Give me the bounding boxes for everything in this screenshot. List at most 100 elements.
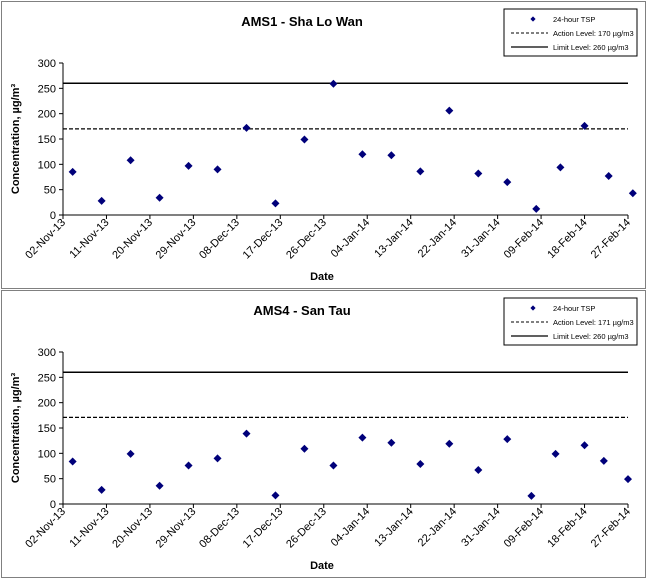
y-tick-label: 150	[38, 423, 56, 435]
x-tick-label: 02-Nov-13	[23, 217, 68, 262]
y-tick-label: 250	[38, 83, 56, 95]
x-tick-label: 09-Feb-14	[502, 217, 546, 261]
data-point	[271, 199, 280, 208]
data-point	[556, 163, 565, 172]
data-point	[213, 165, 222, 174]
data-point	[628, 189, 637, 198]
data-point	[126, 156, 135, 165]
data-point	[68, 167, 77, 176]
data-point	[126, 449, 135, 458]
x-tick-label: 22-Jan-14	[416, 217, 460, 261]
y-tick-label: 0	[50, 499, 56, 511]
legend-marker-symbol	[530, 16, 536, 22]
data-point	[474, 466, 483, 475]
data-point	[580, 441, 589, 450]
y-tick-label: 100	[38, 159, 56, 171]
data-point	[242, 123, 251, 132]
x-tick-label: 04-Jan-14	[329, 506, 373, 550]
legend-label: Action Level: 171 µg/m3	[553, 318, 634, 327]
chart-ams1: AMS1 - Sha Lo Wan 0 50 100 150 200 250 300 02-No…	[10, 8, 638, 283]
data-point	[242, 429, 251, 438]
data-point	[503, 435, 512, 444]
data-point	[97, 485, 106, 494]
data-point	[604, 171, 613, 180]
data-point	[387, 151, 396, 160]
data-point	[68, 457, 77, 466]
x-tick-label: 17-Dec-13	[241, 506, 286, 551]
data-point	[329, 79, 338, 88]
data-point	[416, 167, 425, 176]
data-point	[599, 456, 608, 465]
x-tick-label: 20-Nov-13	[110, 217, 155, 262]
x-axis-title: Date	[310, 560, 334, 572]
y-axis-title: Concentration, µg/m³	[10, 373, 22, 484]
data-point	[387, 438, 396, 447]
legend: 24-hour TSP Action Level: 171 µg/m3 Limit …	[503, 297, 638, 346]
y-tick-label: 100	[38, 448, 56, 460]
data-point	[416, 459, 425, 468]
legend-label: Action Level: 170 µg/m3	[553, 29, 634, 38]
data-point	[300, 444, 309, 453]
data-point	[358, 150, 367, 159]
chart-title: AMS4 - San Tau	[253, 303, 350, 318]
data-point	[300, 135, 309, 144]
data-point	[474, 169, 483, 178]
y-tick-label: 200	[38, 398, 56, 410]
x-tick-label: 11-Nov-13	[67, 506, 111, 550]
data-point	[213, 454, 222, 463]
data-point	[329, 461, 338, 470]
data-point	[271, 491, 280, 500]
chart-panel-ams4: AMS4 - San Tau 0 50 100 150 200 250 300 02-Nov-1…	[1, 290, 646, 578]
y-tick-label: 0	[50, 210, 56, 222]
x-tick-label: 27-Feb-14	[589, 217, 633, 261]
x-tick-label: 26-Dec-13	[284, 217, 329, 262]
y-tick-label: 150	[38, 134, 56, 146]
data-point	[445, 439, 454, 448]
data-point	[580, 121, 589, 130]
data-point	[184, 161, 193, 170]
y-tick-label: 200	[38, 109, 56, 121]
data-point	[184, 461, 193, 470]
y-tick-label: 50	[44, 185, 56, 197]
data-point	[503, 178, 512, 187]
x-tick-label: 20-Nov-13	[110, 506, 155, 551]
x-tick-label: 08-Dec-13	[197, 506, 242, 551]
legend-label: Limit Level: 260 µg/m3	[553, 332, 629, 341]
x-tick-label: 27-Feb-14	[589, 506, 633, 550]
data-point	[551, 449, 560, 458]
legend: 24-hour TSP Action Level: 170 µg/m3 Limit …	[503, 8, 638, 57]
chart-title: AMS1 - Sha Lo Wan	[241, 14, 363, 29]
x-tick-label: 18-Feb-14	[545, 217, 589, 261]
x-tick-label: 04-Jan-14	[329, 217, 373, 261]
data-point	[624, 475, 632, 484]
data-point	[97, 196, 106, 205]
x-tick-label: 08-Dec-13	[197, 217, 242, 262]
data-point	[358, 433, 367, 442]
y-tick-label: 300	[38, 58, 56, 70]
x-axis-title: Date	[310, 271, 334, 283]
y-tick-label: 250	[38, 372, 56, 384]
data-point	[532, 204, 541, 213]
legend-label: Limit Level: 260 µg/m3	[553, 43, 629, 52]
x-tick-label: 22-Jan-14	[416, 506, 460, 550]
x-tick-label: 13-Jan-14	[372, 217, 416, 261]
x-tick-label: 18-Feb-14	[545, 506, 589, 550]
x-tick-label: 17-Dec-13	[241, 217, 286, 262]
x-tick-label: 29-Nov-13	[154, 506, 199, 551]
legend-marker-symbol	[530, 305, 536, 311]
chart-panel-ams1: AMS1 - Sha Lo Wan 0 50 100 150 200 250 300 02-No…	[1, 1, 646, 289]
chart-ams4: AMS4 - San Tau 0 50 100 150 200 250 300 02-Nov-1…	[10, 297, 638, 572]
data-point	[155, 481, 164, 490]
x-tick-label: 11-Nov-13	[67, 217, 111, 261]
y-tick-label: 300	[38, 347, 56, 359]
data-point	[155, 193, 164, 202]
x-tick-label: 31-Jan-14	[459, 506, 503, 550]
x-tick-label: 26-Dec-13	[284, 506, 329, 551]
data-point	[527, 491, 536, 500]
x-tick-label: 31-Jan-14	[459, 217, 503, 261]
legend-label: 24-hour TSP	[553, 304, 595, 313]
y-tick-label: 50	[44, 474, 56, 486]
x-tick-label: 29-Nov-13	[154, 217, 199, 262]
x-tick-label: 09-Feb-14	[502, 506, 546, 550]
legend-label: 24-hour TSP	[553, 15, 595, 24]
